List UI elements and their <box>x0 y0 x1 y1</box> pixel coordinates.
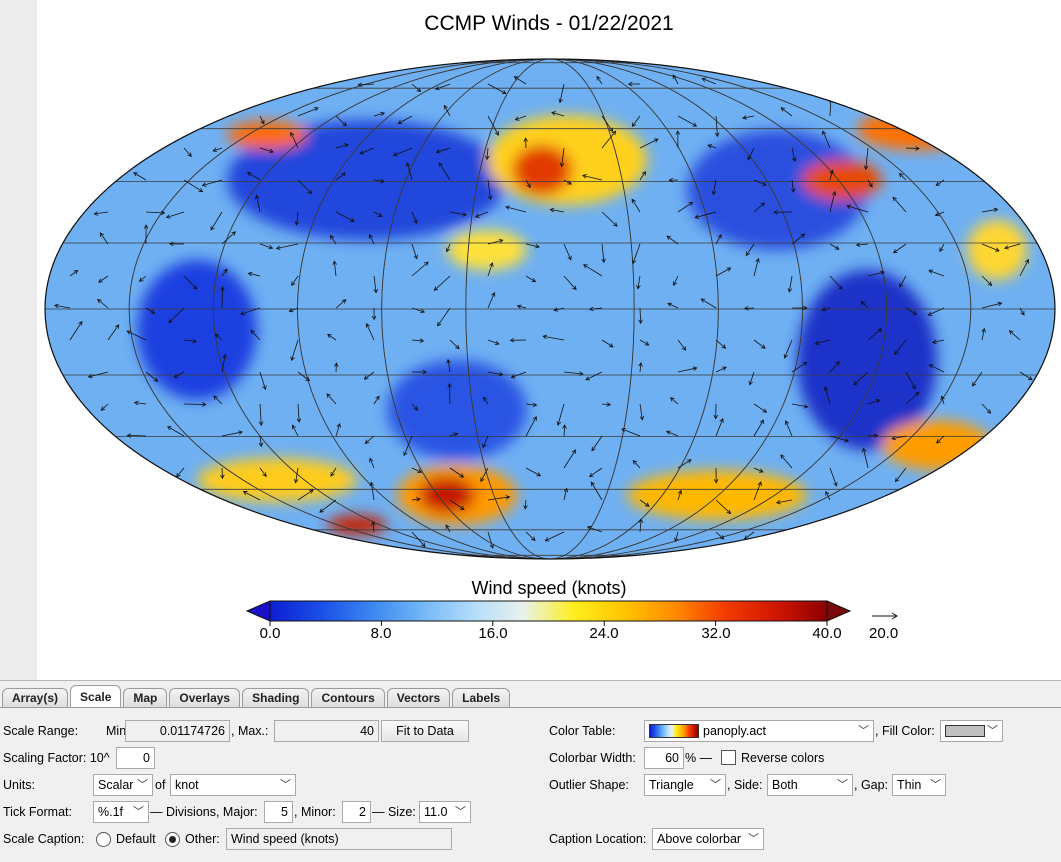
map-canvas <box>44 58 1056 626</box>
tab-divider <box>0 707 1061 708</box>
graticule <box>45 59 1055 559</box>
caption-other-radio[interactable] <box>165 832 180 847</box>
outlier-shape-select[interactable]: Triangle ﹀ <box>644 774 726 796</box>
side-value: Both <box>772 778 798 792</box>
chevron-down-icon: ﹀ <box>748 833 759 845</box>
caption-default-radio[interactable] <box>96 832 111 847</box>
plot-title: CCMP Winds - 01/22/2021 <box>424 12 674 35</box>
tab-map[interactable]: Map <box>123 688 168 708</box>
color-table-label: Color Table: <box>549 724 616 738</box>
tab-arrays[interactable]: Array(s) <box>2 688 69 708</box>
chevron-down-icon: ﹀ <box>710 779 721 791</box>
caption-default-label: Default <box>116 832 156 846</box>
wind-vectors <box>54 74 1033 549</box>
fill-color-label: , Fill Color: <box>875 724 935 738</box>
tick-format-label: Tick Format: <box>3 805 72 819</box>
tab-vectors[interactable]: Vectors <box>386 688 451 708</box>
reference-vector-label: 20.0 <box>869 625 899 642</box>
side-select[interactable]: Both ﹀ <box>767 774 853 796</box>
plot-area: CCMP Winds - 01/22/2021 Wind speed (knot… <box>37 0 1061 680</box>
tab-shading[interactable]: Shading <box>242 688 310 708</box>
caption-other-label: Other: <box>185 832 220 846</box>
chevron-down-icon: ﹀ <box>930 779 941 791</box>
chevron-down-icon: ﹀ <box>987 725 998 737</box>
colorbar-tick-label: 8.0 <box>370 625 392 642</box>
outlier-shape-label: Outlier Shape: <box>549 778 629 792</box>
chevron-down-icon: ﹀ <box>455 806 466 818</box>
caption-location-value: Above colorbar <box>657 832 742 846</box>
side-label: , Side: <box>727 778 763 792</box>
units-type-value: Scalar <box>98 778 134 792</box>
chevron-down-icon: ﹀ <box>133 806 144 818</box>
fill-color-select[interactable]: ﹀ <box>940 720 1003 742</box>
chevron-down-icon: ﹀ <box>858 725 869 737</box>
tab-contours[interactable]: Contours <box>311 688 385 708</box>
tab-bar: Array(s) Scale Map Overlays Shading Cont… <box>2 685 512 708</box>
size-label: — Size: <box>372 805 416 819</box>
units-type-select[interactable]: Scalar ﹀ <box>93 774 153 796</box>
color-table-value: panoply.act <box>703 724 767 738</box>
tick-format-select[interactable]: %.1f ﹀ <box>93 801 149 823</box>
scaling-factor-label: Scaling Factor: 10^ <box>3 751 110 765</box>
colorbar-tick-label: 16.0 <box>478 625 508 642</box>
left-gutter <box>0 0 37 680</box>
fill-color-swatch <box>945 725 985 737</box>
chevron-down-icon: ﹀ <box>137 779 148 791</box>
major-divisions-field[interactable]: 5 <box>264 801 293 823</box>
max-label: , Max.: <box>231 724 269 738</box>
colorbar-title: Wind speed (knots) <box>471 578 627 598</box>
tick-format-value: %.1f <box>98 805 124 819</box>
map-globe <box>45 59 1055 559</box>
scaling-factor-field[interactable]: 0 <box>116 747 155 769</box>
tab-scale[interactable]: Scale <box>70 685 122 708</box>
colorbar-tick-label: 0.0 <box>259 625 281 642</box>
colorbar-overflow-triangle <box>826 600 852 622</box>
minor-divisions-field[interactable]: 2 <box>342 801 371 823</box>
percent-label: % — <box>685 751 713 765</box>
chevron-down-icon: ﹀ <box>280 779 291 791</box>
size-select[interactable]: 11.0 ﹀ <box>419 801 471 823</box>
color-table-select[interactable]: panoply.act ﹀ <box>644 720 874 742</box>
caption-text-field[interactable]: Wind speed (knots) <box>226 828 452 850</box>
units-select[interactable]: knot ﹀ <box>170 774 296 796</box>
units-value: knot <box>175 778 199 792</box>
gap-select[interactable]: Thin ﹀ <box>892 774 946 796</box>
scale-max-field[interactable]: 40 <box>274 720 379 742</box>
tab-overlays[interactable]: Overlays <box>169 688 241 708</box>
minor-label: , Minor: <box>294 805 336 819</box>
caption-location-select[interactable]: Above colorbar ﹀ <box>652 828 764 850</box>
size-value: 11.0 <box>424 805 448 819</box>
tab-labels[interactable]: Labels <box>452 688 511 708</box>
colorbar-width-label: Colorbar Width: <box>549 751 636 765</box>
colorbar-underflow-triangle <box>245 600 271 622</box>
fit-to-data-button[interactable]: Fit to Data <box>381 720 469 742</box>
map-border <box>44 58 1056 560</box>
units-label: Units: <box>3 778 35 792</box>
colorbar-tick-label: 32.0 <box>701 625 731 642</box>
colorbar-tick-label: 24.0 <box>589 625 619 642</box>
gap-label: , Gap: <box>854 778 889 792</box>
caption-location-label: Caption Location: <box>549 832 647 846</box>
scale-min-field[interactable]: 0.01174726 <box>125 720 230 742</box>
divisions-major-label: — Divisions, Major: <box>150 805 258 819</box>
colorbar-width-field[interactable]: 60 <box>644 747 684 769</box>
of-label: of <box>155 778 166 792</box>
reverse-colors-checkbox[interactable] <box>721 750 736 765</box>
scale-caption-label: Scale Caption: <box>3 832 85 846</box>
color-table-swatch <box>649 724 699 738</box>
outlier-shape-value: Triangle <box>649 778 694 792</box>
colorbar <box>269 600 828 622</box>
reverse-colors-label: Reverse colors <box>741 751 825 765</box>
colorbar-tick-label: 40.0 <box>812 625 842 642</box>
settings-panel: Array(s) Scale Map Overlays Shading Cont… <box>0 680 1061 862</box>
gap-value: Thin <box>897 778 922 792</box>
chevron-down-icon: ﹀ <box>837 779 848 791</box>
scale-range-label: Scale Range: <box>3 724 79 738</box>
